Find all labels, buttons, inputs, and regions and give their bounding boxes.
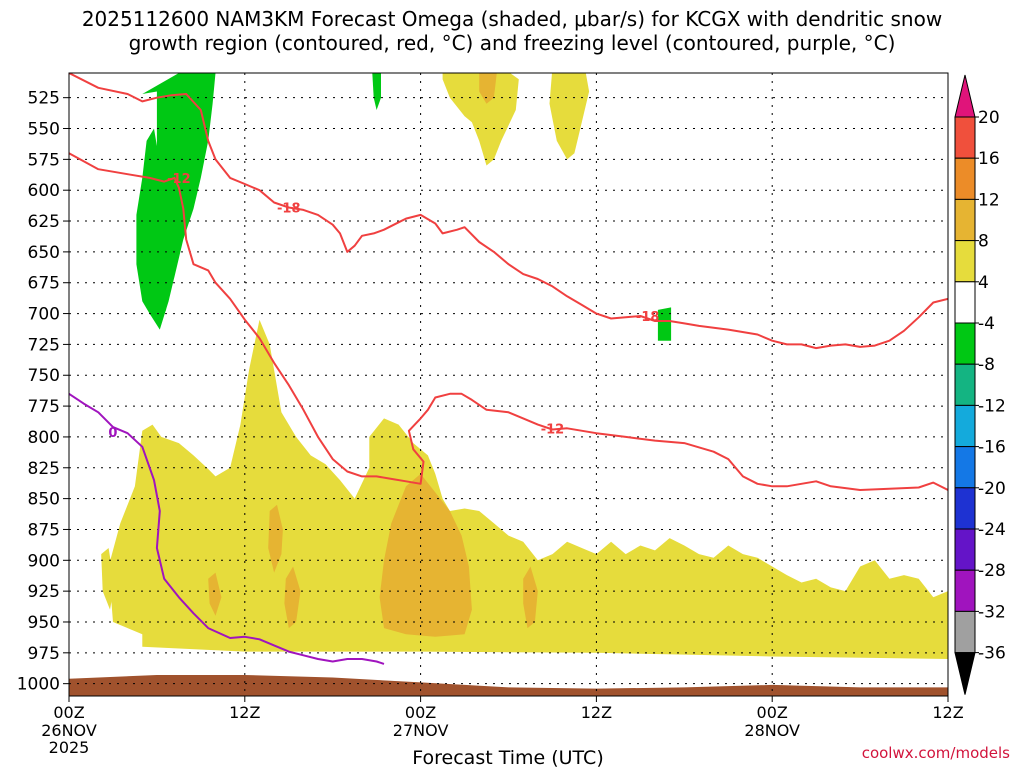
contour-label-0: 0	[108, 426, 117, 441]
y-tick-label: 650	[28, 243, 60, 263]
omega-shade-11	[372, 73, 381, 110]
y-tick-label: 975	[28, 644, 60, 664]
omega-shade-7	[208, 572, 222, 616]
contour-label--12: -12	[167, 172, 191, 187]
x-axis-title: Forecast Time (UTC)	[412, 747, 603, 768]
colorbar-box	[954, 281, 976, 324]
credit-link[interactable]: coolwx.com/models	[861, 744, 1010, 762]
colorbar-label: 20	[978, 108, 1000, 128]
colorbar-box	[954, 487, 976, 530]
colorbar-label: 8	[978, 232, 989, 252]
omega-shade-3	[549, 73, 590, 160]
y-tick-label: 600	[28, 181, 60, 201]
colorbar-box	[954, 404, 976, 448]
y-tick-label: 675	[28, 274, 60, 294]
omega-shade-8	[523, 566, 538, 629]
y-tick-label: 825	[28, 459, 60, 479]
colorbar-label: -36	[978, 644, 1006, 664]
omega-shade-12	[657, 307, 672, 341]
y-tick-label: 550	[28, 120, 60, 140]
y-tick-label: 575	[28, 150, 60, 170]
omega-shade-10	[136, 73, 216, 330]
omega-shade-4	[379, 473, 472, 637]
colorbar-box	[954, 198, 976, 242]
x-tick-label: 12Z	[581, 703, 612, 722]
y-axis: 525 550 575 600 625 650 675 700 725 750 775 800 825 8…	[17, 89, 69, 695]
omega-shade-2	[442, 73, 519, 166]
x-tick-date: 28NOV	[744, 721, 800, 740]
freezing-contour-0	[69, 392, 385, 665]
omega-shade-6	[284, 566, 301, 629]
colorbar-box	[954, 157, 976, 200]
x-tick-label: 12Z	[229, 703, 260, 722]
omega-shade-5	[268, 504, 283, 573]
colorbar-top-arrow	[954, 74, 976, 118]
y-tick-label: 775	[28, 397, 60, 417]
y-tick-label: 925	[28, 582, 60, 602]
x-tick-label: 00Z	[405, 703, 436, 722]
colorbar-box	[954, 569, 976, 612]
colorbar-label: -12	[978, 396, 1006, 416]
y-tick-label: 1000	[17, 675, 60, 695]
colorbar-box	[954, 116, 976, 159]
chart-title-line-1: 2025112600 NAM3KM Forecast Omega (shaded…	[81, 7, 943, 31]
colorbar-box	[954, 446, 976, 489]
y-tick-label: 900	[28, 551, 60, 571]
contour-label--18: -18	[636, 310, 660, 325]
x-tick-date: 26NOV	[41, 721, 97, 740]
colorbar-label: -28	[978, 561, 1006, 581]
colorbar-box	[954, 610, 976, 654]
contour-label--12: -12	[541, 422, 565, 437]
dgz-contour--12	[69, 152, 948, 491]
colorbar-label: -24	[978, 520, 1006, 540]
colorbar-box	[954, 528, 976, 571]
colorbar-label: -16	[978, 438, 1006, 458]
chart-title-line-2: growth region (contoured, red, °C) and f…	[128, 31, 896, 55]
y-tick-label: 950	[28, 613, 60, 633]
y-tick-label: 525	[28, 89, 60, 109]
y-tick-label: 725	[28, 335, 60, 355]
y-tick-label: 875	[28, 520, 60, 540]
colorbar-label: -4	[978, 314, 995, 334]
colorbar-label: -32	[978, 602, 1006, 622]
colorbar-box	[954, 322, 976, 365]
plot-frame	[68, 72, 949, 697]
omega-shade-0	[108, 319, 948, 659]
y-tick-label: 850	[28, 490, 60, 510]
x-tick-label: 00Z	[757, 703, 788, 722]
x-tick-year: 2025	[49, 738, 90, 757]
x-tick-date: 27NOV	[393, 721, 449, 740]
colorbar-bottom-arrow	[954, 652, 976, 695]
colorbar: 20 16 12 8 4 -4 -8 -12 -16 -20 -24 -28 -32 -36	[954, 74, 1006, 695]
terrain-fill	[69, 675, 948, 696]
colorbar-label: -8	[978, 355, 995, 375]
y-tick-label: 700	[28, 305, 60, 325]
terrain-layer	[69, 675, 948, 696]
omega-shading-layer	[101, 73, 948, 659]
colorbar-label: 4	[978, 273, 989, 293]
colorbar-box	[954, 240, 976, 283]
omega-shade-1	[101, 548, 115, 610]
contour-layer: -12 -12 -18 -18 0	[69, 73, 948, 665]
colorbar-box	[954, 363, 976, 406]
omega-shade-9	[479, 73, 497, 104]
colorbar-label: 12	[978, 190, 1000, 210]
plot-border	[68, 72, 949, 697]
colorbar-label: -20	[978, 479, 1006, 499]
x-tick-label: 12Z	[932, 703, 963, 722]
x-tick-label: 00Z	[53, 703, 84, 722]
dgz-contour--18	[69, 73, 948, 350]
y-tick-label: 625	[28, 212, 60, 232]
y-tick-label: 750	[28, 366, 60, 386]
y-tick-label: 800	[28, 428, 60, 448]
contour-label--18: -18	[277, 201, 301, 216]
colorbar-label: 16	[978, 149, 1000, 169]
